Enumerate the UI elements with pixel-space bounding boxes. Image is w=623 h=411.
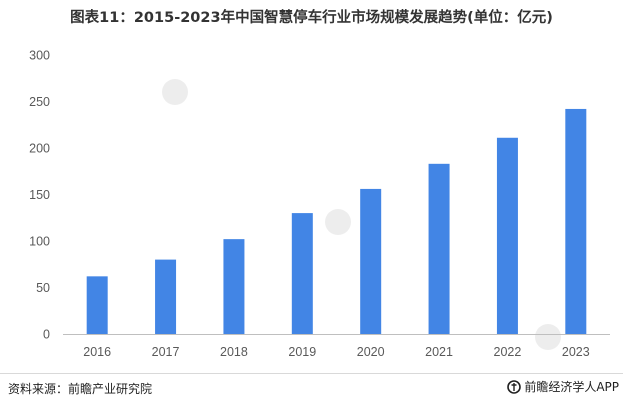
x-tick-label: 2016 (83, 345, 111, 359)
footer-divider (0, 373, 623, 374)
x-tick-label: 2020 (357, 345, 385, 359)
watermark-logo-icon (162, 79, 188, 105)
bar-2019 (291, 213, 313, 334)
bar-2022 (496, 137, 518, 334)
brand-label: 前瞻经济学人APP (524, 380, 619, 394)
brand-logo-icon (507, 379, 522, 394)
x-tick-label: 2023 (562, 345, 590, 359)
y-tick-label: 150 (29, 188, 50, 202)
bar-2018 (223, 239, 245, 334)
source-note: 资料来源：前瞻产业研究院 (8, 382, 153, 396)
y-axis-labels: 0 50 100 150 200 250 300 (29, 49, 50, 342)
y-tick-label: 200 (29, 142, 50, 156)
x-tick-label: 2022 (494, 345, 522, 359)
watermark-logo-icon (535, 324, 561, 350)
chart-title: 图表11：2015-2023年中国智慧停车行业市场规模发展趋势(单位：亿元) (70, 10, 553, 26)
bars (86, 108, 587, 334)
watermarks (162, 79, 561, 350)
y-tick-label: 50 (36, 281, 50, 295)
x-tick-label: 2019 (288, 345, 316, 359)
bar-2020 (360, 188, 382, 334)
brand-footer: 前瞻经济学人APP (507, 378, 619, 395)
y-tick-label: 250 (29, 95, 50, 109)
x-axis-labels: 2016 2017 2018 2019 2020 2021 2022 2023 (83, 345, 589, 359)
x-tick-label: 2017 (152, 345, 180, 359)
y-tick-label: 100 (29, 235, 50, 249)
bar-2017 (155, 259, 177, 334)
x-tick-label: 2021 (425, 345, 453, 359)
x-tick-label: 2018 (220, 345, 248, 359)
watermark-logo-icon (325, 209, 351, 235)
bar-2021 (428, 163, 450, 334)
bar-2016 (86, 276, 108, 334)
y-tick-label: 300 (29, 49, 50, 63)
bar-2023 (565, 108, 587, 334)
y-tick-label: 0 (43, 328, 50, 342)
